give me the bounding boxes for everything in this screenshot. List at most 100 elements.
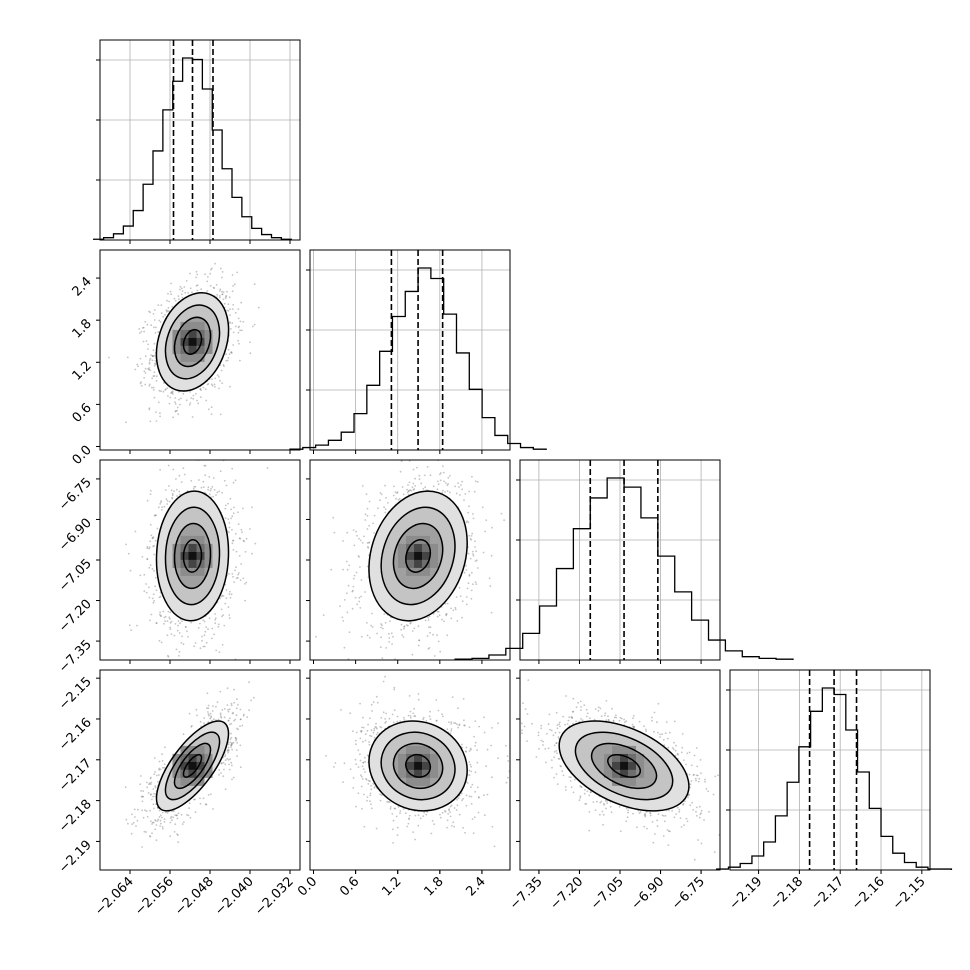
sample-point bbox=[567, 719, 570, 722]
sample-point bbox=[239, 579, 242, 581]
sample-point bbox=[663, 820, 666, 823]
sample-point bbox=[626, 816, 629, 819]
sample-point bbox=[707, 790, 710, 793]
sample-point bbox=[693, 773, 695, 776]
sample-point bbox=[618, 719, 621, 722]
sample-point bbox=[180, 813, 183, 816]
sample-point bbox=[184, 626, 187, 628]
sample-point bbox=[555, 749, 558, 752]
sample-point bbox=[230, 593, 233, 596]
sample-point bbox=[375, 722, 377, 725]
sample-point bbox=[486, 793, 489, 796]
contour-line bbox=[405, 538, 432, 573]
sample-point bbox=[490, 744, 492, 747]
sample-point bbox=[679, 817, 682, 819]
sample-point bbox=[450, 721, 453, 724]
sample-point bbox=[203, 722, 205, 725]
sample-point bbox=[389, 806, 392, 808]
sample-point bbox=[661, 814, 664, 817]
sample-point bbox=[235, 739, 237, 742]
sample-point bbox=[229, 590, 231, 593]
sample-point bbox=[463, 571, 466, 574]
sample-point bbox=[397, 806, 400, 808]
sample-point bbox=[226, 750, 229, 752]
sample-point bbox=[161, 753, 164, 756]
sample-point bbox=[360, 775, 363, 778]
sample-point bbox=[625, 720, 628, 723]
sample-point bbox=[399, 470, 402, 473]
sample-point bbox=[169, 396, 172, 399]
sample-point bbox=[554, 731, 557, 734]
sample-point bbox=[232, 776, 235, 779]
sample-point bbox=[211, 378, 214, 380]
sample-point bbox=[205, 641, 208, 644]
sample-point bbox=[370, 788, 373, 791]
sample-point bbox=[185, 626, 187, 628]
sample-point bbox=[470, 538, 473, 541]
density-cell bbox=[172, 761, 181, 770]
sample-point bbox=[211, 710, 214, 712]
sample-point bbox=[408, 695, 411, 697]
sample-point bbox=[210, 268, 212, 271]
density-cell bbox=[430, 559, 439, 568]
sample-point bbox=[343, 599, 346, 601]
sample-point bbox=[153, 545, 156, 547]
sample-point bbox=[162, 315, 165, 318]
density-cell bbox=[172, 337, 181, 346]
sample-point bbox=[348, 564, 351, 567]
sample-point bbox=[454, 485, 456, 488]
sample-point bbox=[169, 617, 171, 620]
sample-point bbox=[231, 712, 234, 715]
sample-point bbox=[161, 760, 164, 762]
sample-point bbox=[161, 506, 164, 508]
sample-point bbox=[203, 464, 206, 467]
density-cell bbox=[406, 559, 415, 568]
sample-point bbox=[489, 585, 492, 588]
sample-point bbox=[146, 558, 149, 560]
sample-point bbox=[160, 312, 163, 314]
sample-point bbox=[654, 833, 656, 835]
sample-point bbox=[408, 817, 410, 820]
sample-point bbox=[454, 606, 457, 609]
density-cell bbox=[406, 777, 415, 786]
sample-point bbox=[572, 791, 575, 794]
sample-point bbox=[145, 810, 148, 812]
density-cell bbox=[188, 353, 197, 362]
sample-point bbox=[391, 813, 394, 815]
sample-point bbox=[333, 531, 336, 534]
sample-point bbox=[131, 823, 134, 825]
sample-point bbox=[376, 701, 379, 704]
sample-point bbox=[202, 645, 205, 648]
sample-point bbox=[224, 755, 226, 758]
density-cell bbox=[188, 761, 197, 770]
sample-point bbox=[349, 712, 352, 715]
sample-point bbox=[218, 296, 221, 299]
sample-point bbox=[152, 355, 154, 358]
sample-point bbox=[469, 537, 472, 540]
sample-point bbox=[471, 550, 474, 553]
sample-point bbox=[359, 753, 361, 756]
sample-point bbox=[225, 295, 228, 297]
sample-point bbox=[542, 740, 544, 743]
sample-point bbox=[176, 833, 179, 835]
sample-point bbox=[659, 736, 661, 738]
sample-point bbox=[562, 715, 565, 718]
sample-point bbox=[230, 508, 233, 511]
sample-point bbox=[636, 826, 638, 829]
sample-point bbox=[230, 702, 233, 705]
sample-point bbox=[632, 717, 634, 720]
density-cell bbox=[204, 345, 213, 354]
sample-point bbox=[159, 611, 162, 614]
sample-point bbox=[566, 723, 569, 725]
sample-point bbox=[436, 634, 438, 637]
sample-point bbox=[238, 572, 240, 574]
sample-point bbox=[143, 830, 146, 833]
sample-point bbox=[360, 595, 362, 598]
sample-point bbox=[164, 620, 167, 623]
sample-point bbox=[438, 614, 441, 617]
diag-ticks-1 bbox=[313, 450, 483, 454]
hist-panel-1 bbox=[289, 249, 547, 451]
sample-point bbox=[209, 717, 212, 720]
sample-point bbox=[382, 711, 385, 714]
sample-point bbox=[423, 811, 426, 814]
